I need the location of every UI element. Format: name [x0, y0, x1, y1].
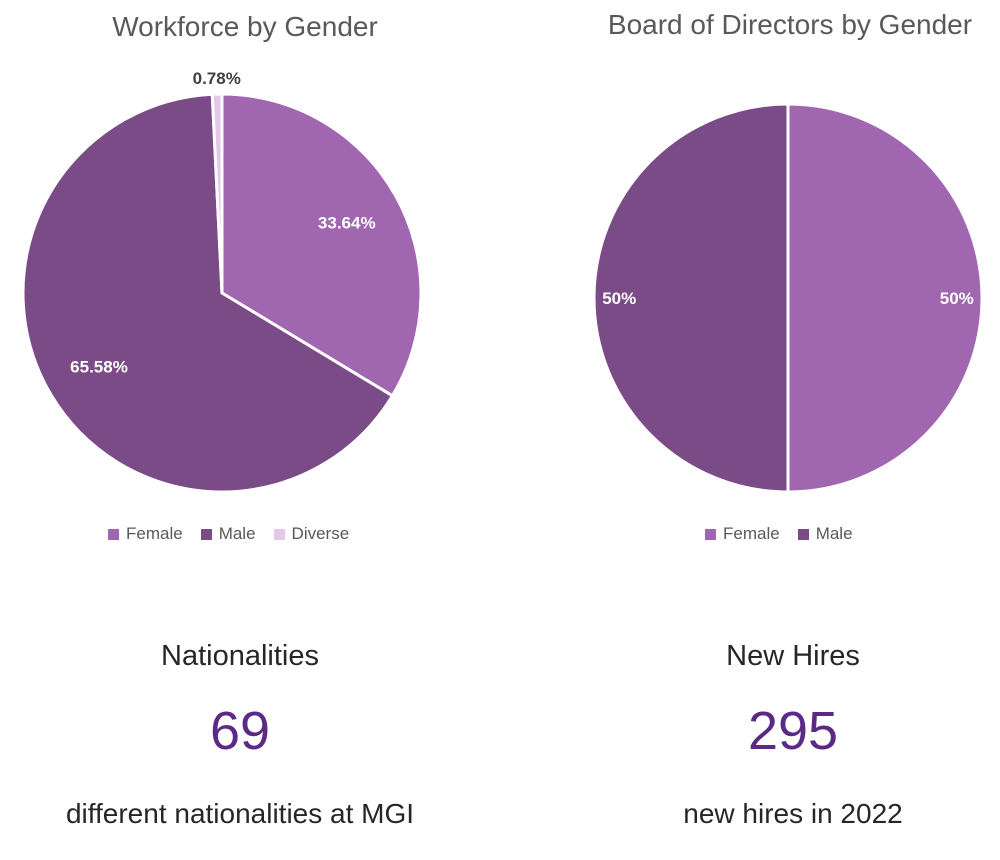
legend-label-female: Female: [723, 524, 780, 543]
legend-swatch-male: [797, 528, 809, 540]
workforce-pie-chart: 33.64% 65.58% 0.78%: [21, 69, 423, 494]
pie-slice-male: [592, 102, 790, 494]
board-pie-chart: 50% 50%: [592, 102, 984, 494]
data-label-female: 33.64%: [318, 214, 376, 233]
new-hires-heading: New Hires: [726, 640, 860, 672]
pie-slice-female: [786, 102, 984, 494]
legend-label-diverse: Diverse: [291, 524, 350, 543]
workforce-chart-panel: Workforce by Gender 33.64% 65.58% 0.78% Fe…: [0, 0, 500, 560]
nationalities-heading: Nationalities: [161, 640, 319, 672]
legend-label-male: Male: [218, 524, 256, 543]
legend-item-male: Male: [200, 524, 256, 544]
new-hires-caption: new hires in 2022: [683, 798, 903, 829]
legend-swatch-female: [108, 528, 119, 540]
legend-item-female: Female: [108, 524, 183, 544]
workforce-chart-title: Workforce by Gender: [112, 11, 378, 42]
data-label-male: 50%: [602, 289, 636, 308]
data-label-diverse: 0.78%: [193, 69, 241, 88]
legend-item-female: Female: [705, 524, 780, 544]
board-chart-panel: Board of Directors by Gender 50% 50% Fema…: [500, 0, 1000, 560]
legend-item-diverse: Diverse: [273, 524, 350, 544]
workforce-legend: Female Male Diverse: [108, 524, 349, 544]
nationalities-caption: different nationalities at MGI: [65, 798, 415, 829]
board-legend: Female Male: [705, 524, 853, 544]
pie-slice-diverse: [210, 92, 224, 294]
nationalities-value: 69: [209, 701, 271, 761]
pie-slice-female: [220, 92, 423, 398]
new-hires-value: 295: [747, 701, 839, 761]
legend-item-male: Male: [797, 524, 853, 544]
pie-slice-male: [21, 92, 395, 494]
data-label-female: 50%: [940, 289, 974, 308]
data-label-male: 65.58%: [70, 357, 128, 376]
legend-swatch-diverse: [273, 528, 285, 540]
legend-swatch-male: [200, 528, 212, 540]
legend-label-male: Male: [815, 524, 853, 543]
legend-label-female: Female: [126, 524, 183, 543]
board-chart-title: Board of Directors by Gender: [607, 9, 973, 40]
legend-swatch-female: [705, 528, 716, 540]
